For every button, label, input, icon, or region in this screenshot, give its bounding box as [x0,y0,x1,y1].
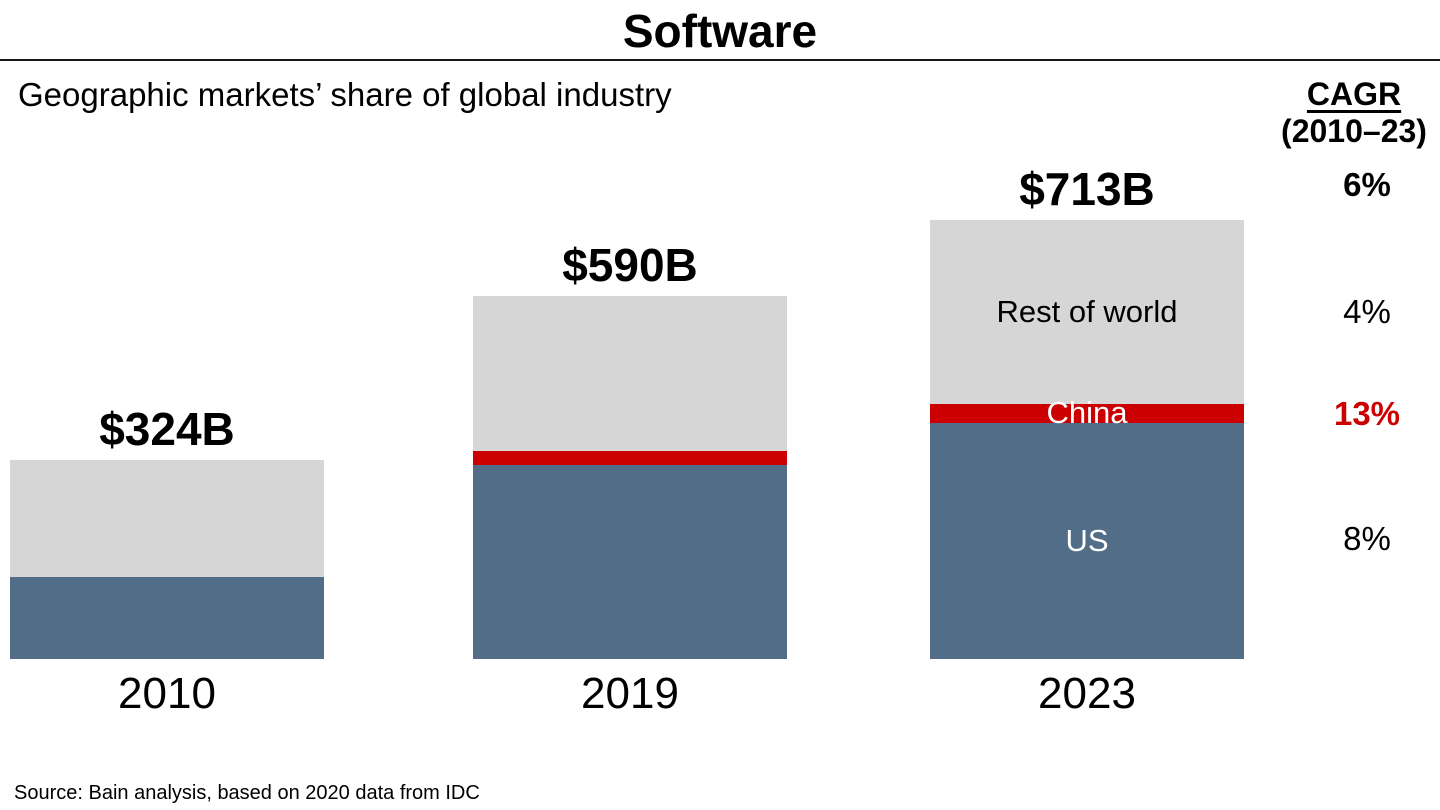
title-divider [0,59,1440,61]
stacked-bar-2023: $713B Rest of world China US 2023 [930,166,1244,717]
cagr-value-total: 6% [1343,166,1391,203]
segment-label-rest_of_world: Rest of world [996,293,1178,329]
stacked-bar-2019: $590B 2019 [473,242,787,717]
page-title: Software [622,5,818,57]
bar-total-label-2023: $713B [1019,163,1155,215]
chart-subtitle: Geographic markets’ share of global indu… [18,76,672,113]
year-label-2019: 2019 [581,669,679,718]
segment-rest_of_world-2010 [10,459,324,578]
segment-us-2023 [930,423,1244,659]
cagr-header-line1: CAGR [1270,76,1438,113]
cagr-value-rest-of-world: 4% [1343,293,1391,330]
cagr-value-us: 8% [1343,520,1391,557]
year-label-2010: 2010 [118,669,216,718]
bar-total-label-2019: $590B [562,238,698,291]
segment-label-us: US [1065,523,1109,559]
segment-rest_of_world-2023 [930,220,1244,404]
cagr-value-china: 13% [1333,395,1401,432]
segment-rest_of_world-2019 [473,295,787,451]
segment-china-2019 [473,450,787,466]
segment-label-china: China [1046,395,1128,431]
year-label-2023: 2023 [1038,669,1136,718]
cagr-column-header: CAGR (2010–23) [1270,76,1438,150]
segment-us-2010 [10,577,324,659]
stacked-bar-2010: $324B 2010 [10,406,324,717]
source-note: Source: Bain analysis, based on 2020 dat… [14,782,480,804]
bar-total-label-2010: $324B [99,402,235,455]
cagr-header-range: (2010–23) [1281,113,1427,149]
segment-china-2023 [930,403,1244,424]
segment-us-2019 [473,465,787,659]
cagr-header-label: CAGR [1306,76,1402,112]
